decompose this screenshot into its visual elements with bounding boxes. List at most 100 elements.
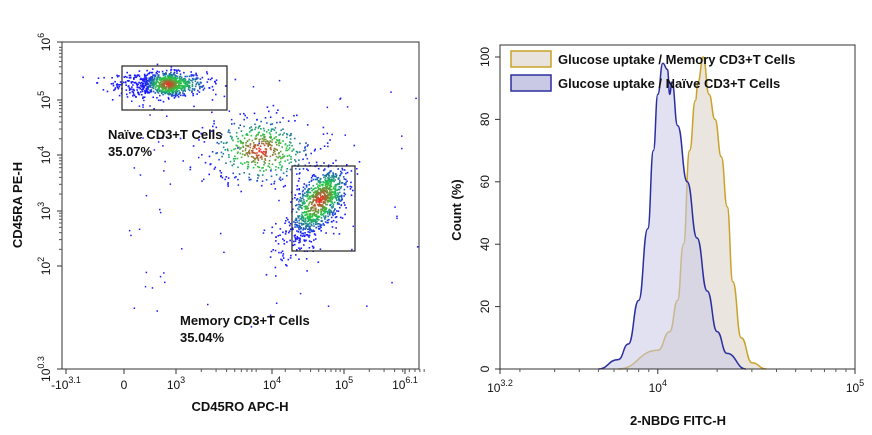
event-dot — [239, 139, 242, 142]
event-dot — [252, 86, 255, 88]
event-dot — [178, 87, 180, 90]
event-dot — [343, 192, 345, 194]
event-dot — [297, 217, 300, 219]
event-dot — [265, 148, 268, 151]
y-tick-label: 106 — [36, 33, 53, 51]
event-dot — [268, 110, 270, 113]
event-dot — [322, 207, 324, 209]
event-dot — [340, 170, 342, 173]
event-dot — [157, 76, 159, 78]
event-dot — [282, 231, 284, 234]
event-dot — [163, 73, 166, 75]
event-dot — [304, 239, 307, 242]
event-dot — [229, 135, 232, 138]
event-dot — [176, 72, 178, 74]
event-dot — [296, 151, 299, 154]
event-dot — [320, 213, 322, 216]
event-dot — [340, 185, 343, 188]
event-dot — [188, 75, 191, 78]
event-dot — [330, 170, 332, 172]
event-dot — [319, 226, 321, 228]
event-dot — [306, 124, 309, 126]
event-dot — [270, 168, 272, 171]
event-dot — [325, 195, 328, 198]
event-dot — [317, 197, 319, 199]
event-dot — [299, 196, 302, 199]
event-dot — [248, 150, 250, 153]
event-dot — [300, 204, 302, 207]
event-dot — [218, 158, 220, 161]
event-dot — [318, 204, 320, 206]
event-dot — [166, 91, 168, 93]
event-dot — [170, 78, 173, 81]
event-dot — [296, 173, 298, 175]
event-dot — [277, 109, 279, 111]
event-dot — [320, 214, 323, 216]
event-dot — [275, 222, 277, 225]
event-dot — [303, 150, 305, 152]
event-dot — [313, 187, 316, 190]
event-dot — [295, 219, 298, 221]
event-dot — [319, 192, 322, 195]
event-dot — [286, 133, 288, 135]
event-dot — [317, 187, 319, 189]
event-dot — [338, 177, 340, 179]
event-dot — [144, 92, 146, 95]
event-dot — [128, 74, 131, 77]
event-dot — [307, 144, 309, 146]
event-dot — [184, 90, 186, 92]
event-dot — [178, 70, 181, 72]
event-dot — [322, 189, 324, 192]
event-dot — [300, 200, 303, 202]
event-dot — [272, 128, 274, 130]
event-dot — [195, 78, 198, 80]
event-dot — [319, 248, 322, 250]
event-dot — [309, 213, 312, 216]
event-dot — [165, 72, 167, 74]
event-dot — [251, 139, 254, 142]
event-dot — [171, 90, 173, 92]
event-dot — [268, 166, 271, 168]
event-dot — [282, 255, 284, 257]
event-dot — [130, 234, 132, 237]
event-dot — [158, 86, 161, 88]
event-dot — [168, 76, 171, 78]
event-dot — [137, 93, 140, 96]
event-dot — [207, 78, 210, 81]
event-dot — [220, 175, 222, 177]
event-dot — [350, 194, 353, 196]
event-dot — [338, 198, 340, 201]
event-dot — [305, 191, 308, 193]
event-dot — [309, 191, 311, 194]
event-dot — [136, 86, 139, 89]
y-tick-label: 80 — [478, 112, 492, 126]
event-dot — [156, 79, 158, 82]
event-dot — [215, 152, 217, 155]
event-dot — [162, 82, 165, 84]
event-dot — [304, 195, 306, 197]
event-dot — [170, 73, 172, 76]
event-dot — [316, 197, 318, 199]
event-dot — [324, 184, 327, 187]
event-dot — [328, 182, 330, 184]
event-dot — [332, 211, 335, 213]
event-dot — [191, 91, 193, 93]
event-dot — [294, 221, 297, 224]
event-dot — [254, 157, 257, 160]
event-dot — [285, 231, 287, 233]
event-dot — [167, 89, 170, 91]
event-dot — [142, 86, 144, 88]
event-dot — [201, 76, 204, 79]
event-dot — [278, 144, 280, 147]
event-dot — [288, 162, 291, 165]
event-dot — [244, 114, 246, 117]
event-dot — [288, 231, 290, 234]
event-dot — [323, 216, 326, 219]
event-dot — [181, 248, 183, 250]
event-dot — [287, 218, 289, 221]
event-dot — [314, 178, 317, 181]
event-dot — [250, 155, 253, 158]
event-dot — [304, 149, 307, 151]
event-dot — [240, 156, 243, 159]
